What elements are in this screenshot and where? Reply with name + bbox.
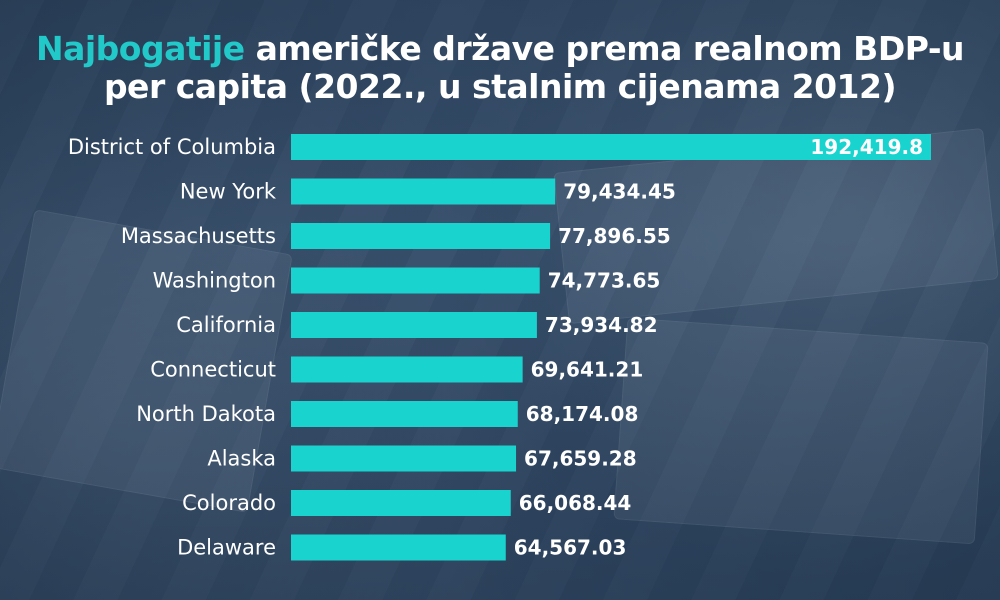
value-label: 192,419.8: [810, 135, 923, 159]
value-label: 74,773.65: [548, 269, 661, 293]
bar: [291, 134, 931, 160]
category-label: North Dakota: [136, 402, 276, 426]
title-highlight: Najbogatije: [35, 29, 245, 68]
value-label: 69,641.21: [531, 358, 644, 382]
title-line2: per capita (2022., u stalnim cijenama 20…: [103, 67, 897, 106]
category-label: Connecticut: [150, 358, 276, 382]
category-label: California: [176, 313, 276, 337]
category-label: New York: [180, 180, 277, 204]
category-label: Colorado: [182, 491, 276, 515]
bar: [291, 178, 556, 205]
value-label: 73,934.82: [545, 313, 658, 337]
bar: [291, 312, 537, 338]
value-label: 77,896.55: [558, 224, 671, 248]
bar: [291, 356, 523, 383]
value-label: 68,174.08: [526, 402, 639, 426]
bar: [291, 401, 518, 427]
category-label: Washington: [153, 269, 276, 293]
bar: [291, 223, 551, 249]
bar: [291, 445, 517, 472]
value-label: 67,659.28: [524, 447, 637, 471]
category-label: Alaska: [207, 447, 276, 471]
category-label: Massachusetts: [121, 224, 276, 248]
bar: [291, 267, 540, 294]
bar: [291, 490, 511, 516]
value-label: 66,068.44: [519, 491, 632, 515]
value-label: 64,567.03: [514, 536, 627, 560]
title-line1-rest: američke države prema realnom BDP-u: [244, 29, 965, 68]
category-label: District of Columbia: [68, 135, 276, 159]
chart-title: Najbogatije američke države prema realno…: [0, 30, 1000, 106]
bar: [291, 534, 506, 561]
value-label: 79,434.45: [563, 180, 676, 204]
category-label: Delaware: [177, 536, 276, 560]
